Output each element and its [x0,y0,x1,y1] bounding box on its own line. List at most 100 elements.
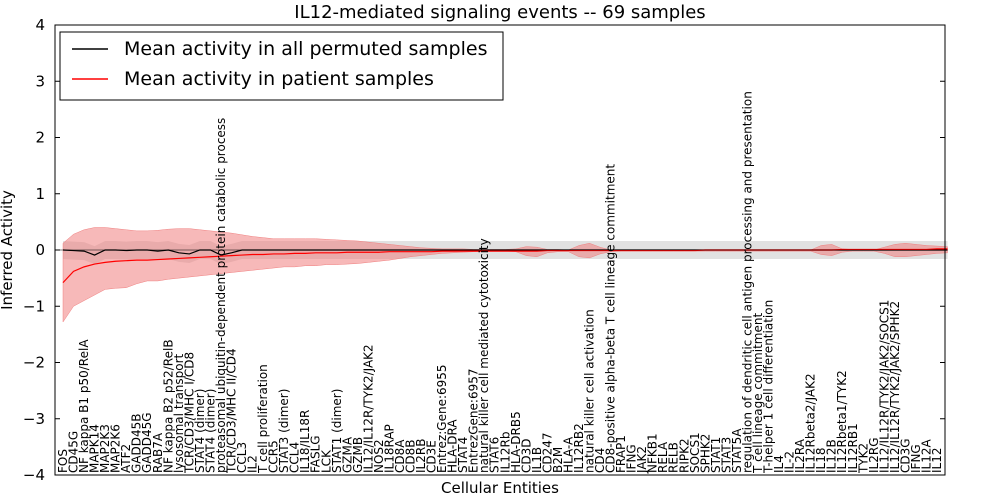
y-tick-label: −4 [23,466,45,484]
x-tick-label: IL12B [825,439,839,473]
x-tick-label: IL2RG [867,438,881,474]
x-tick-label: CD8-positive alpha-beta T cell lineage c… [604,164,618,473]
x-axis-label: Cellular Entities [441,479,559,497]
x-tick-label: HLA-A [561,436,575,473]
x-tick-label: CCL4 [288,442,302,473]
x-tick-label: IL18/IL18R [298,410,312,473]
x-tick-label: IL2RA [793,438,807,473]
x-tick-label: STAT5A [730,428,744,473]
x-tick-label: IL2RB [414,439,428,473]
x-tick-label: proteasomal ubiquitin-dependent protein … [214,118,228,473]
band-patient [62,227,948,323]
y-tick-label: 1 [35,185,45,203]
x-tick-label: RAB7A [151,432,165,473]
x-tick-label: IL1B [530,447,544,473]
x-tick-label: GADD45B [130,414,144,474]
plot-frame [54,24,946,476]
x-tick-label: IL18 [814,448,828,474]
x-tick-label: CCL3 [235,442,249,473]
x-tick-label: IL12Rbeta2/JAK2 [804,373,818,473]
x-tick-label: LCK [319,449,333,473]
x-tick-label: ATF2 [119,444,133,473]
x-tick-label: IL12RB2 [572,423,586,473]
x-tick-label: STAT4 (dimer) [193,389,207,473]
x-tick-label: IL18RAP [382,424,396,473]
x-tick-label: CD3G [898,438,912,473]
x-tick-label: EntrezGene:6957 [467,369,481,474]
x-tick-label: IFNG [625,444,639,473]
x-tick-label: CD247 [540,432,554,473]
legend: Mean activity in all permuted samples Me… [59,31,504,101]
y-tick-label: −1 [23,297,45,315]
x-tick-label: CD3E [425,440,439,473]
x-tick-label: TCR/CD3/MHC II/CD4 [224,348,238,474]
x-tick-label: STAT3 [719,437,733,473]
x-tick-label: IL12Rbeta1/TYK2 [835,370,849,473]
x-tick-label: FOS [56,449,70,473]
x-tick-label: MAP2K3 [98,424,112,473]
x-tick-label: TCR/CD3/MHC I/CD8 [182,352,196,474]
chart-title: IL12-mediated signaling events -- 69 sam… [294,2,705,23]
x-tick-label: IL2 [246,455,260,473]
y-tick-label: −2 [23,354,45,372]
x-tick-label: NOS2 [372,439,386,473]
x-tick-label: HLA-DRB5 [509,411,523,473]
x-tick-label: NF kappa B1 p50/RelA [77,339,91,473]
x-tick-label: T-helper 1 cell differentiation [762,300,776,474]
x-tick-label: GZMB [351,437,365,473]
x-tick-label: CD3D [519,439,533,474]
x-tick-label: B2M [551,447,565,473]
x-tick-label: STAT4 [456,437,470,473]
x-tick-label: IL12A [919,439,933,473]
x-tick-label: RELB [667,442,681,473]
x-tick-label: IL4 [772,455,786,473]
x-tick-label: SPHK2 [698,434,712,473]
x-tick-label: lysosomal transport [172,353,186,473]
x-tick-label: NF kappa B2 p52/RelB [161,339,175,473]
x-tick-label: TYK2 [856,443,870,474]
y-axis-ticks: −4 −3 −2 −1 0 1 2 3 4 [23,16,945,484]
x-tick-label: T cell lineage commitment [751,313,765,474]
x-tick-label: IL-2 [783,451,797,473]
legend-frame [59,31,504,101]
x-tick-label: Entrez:Gene:6955 [435,364,449,473]
x-tick-label: JAK2 [635,446,649,474]
x-tick-label: STAT1 [709,437,723,473]
y-tick-label: 2 [35,129,45,147]
x-tick-label: IL12 [930,448,944,474]
x-tick-label: RIPK2 [677,438,691,473]
x-tick-label: FASLG [309,435,323,473]
x-tick-label: CD4 [593,448,607,473]
x-tick-label: natural killer cell activation [583,309,597,473]
x-tick-label: IL12/IL12R/TYK2/JAK2/SPHK2 [888,301,902,473]
x-tick-label: STAT3 (dimer) [277,389,291,473]
x-tick-label: regulation of dendritic cell antigen pro… [740,91,754,473]
x-tick-label: CD8B [403,440,417,474]
y-tick-label: 3 [35,72,45,90]
x-tick-label: STAT1 (dimer) [330,389,344,473]
x-tick-label: CD8A [393,439,407,473]
x-tick-label: STAT6 [488,437,502,473]
x-tick-label: IL12/IL12R/TYK2/JAK2 [361,344,375,473]
series-lines [55,248,948,284]
x-tick-label: MAP2K6 [109,424,123,473]
x-tick-label: SOCS1 [688,432,702,473]
x-tick-label: CCR5 [267,440,281,473]
x-tick-label: HLA-DRA [446,419,460,473]
y-axis-label: Inferred Activity [0,190,16,310]
x-tick-label: IL12Rb [498,432,512,473]
x-tick-label: IL12/IL12R/TYK2/JAK2/SOCS1 [877,300,891,473]
y-tick-label: 0 [35,241,45,259]
x-tick-label: STAT4 (dimer) [203,389,217,473]
x-tick-label: GADD45G [140,412,154,473]
x-tick-label: MAPK14 [88,424,102,473]
x-tick-label: natural killer cell mediated cytotoxicit… [477,238,491,473]
x-tick-label: IL12RB1 [846,423,860,473]
x-tick-label: GZMA [340,436,354,473]
x-tick-label: IFNG [909,444,923,473]
confidence-bands [62,227,948,323]
legend-label-patient: Mean activity in patient samples [124,68,434,90]
x-tick-label: CD45G [67,431,81,473]
